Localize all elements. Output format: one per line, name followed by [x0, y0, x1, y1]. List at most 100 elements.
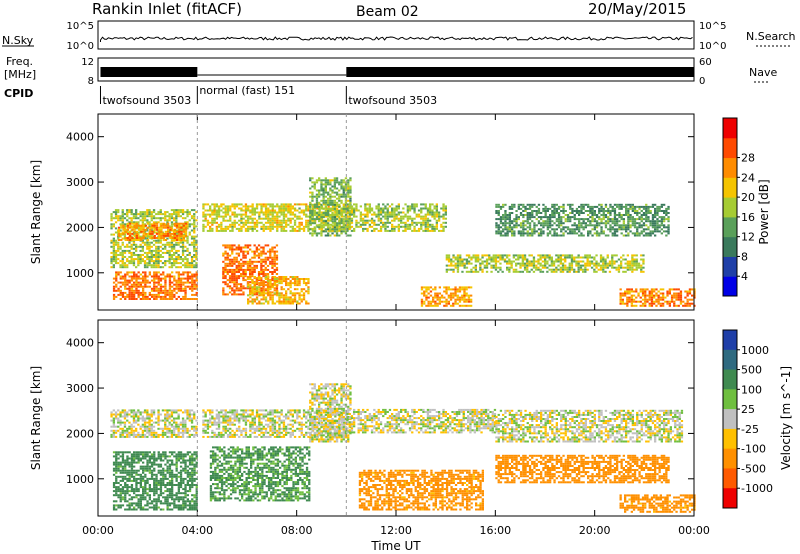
- range-cell: [117, 247, 120, 250]
- range-cell: [132, 254, 136, 256]
- range-cell: [485, 260, 489, 263]
- range-cell: [195, 291, 198, 294]
- range-cell: [309, 218, 312, 221]
- range-cell: [608, 264, 612, 267]
- range-cell: [142, 237, 145, 239]
- power-y-label: Slant Range [km]: [29, 160, 43, 264]
- range-cell: [186, 225, 189, 228]
- range-cell: [533, 210, 536, 212]
- range-cell: [609, 214, 612, 216]
- range-cell: [166, 289, 169, 292]
- range-cell: [249, 278, 252, 280]
- range-cell: [621, 294, 624, 297]
- range-cell: [497, 270, 500, 273]
- range-cell: [158, 230, 161, 233]
- range-cell: [122, 232, 125, 235]
- range-cell: [137, 221, 140, 224]
- range-cell: [324, 230, 327, 233]
- range-cell: [423, 292, 426, 295]
- range-cell: [157, 275, 160, 278]
- range-cell: [257, 271, 261, 273]
- range-cell: [144, 275, 147, 278]
- range-cell: [467, 286, 471, 289]
- range-cell: [406, 209, 409, 212]
- range-cell: [226, 271, 229, 273]
- range-cell: [249, 292, 252, 295]
- range-cell: [346, 223, 349, 226]
- range-cell: [499, 222, 503, 225]
- range-cell: [595, 216, 599, 219]
- range-cell: [474, 258, 477, 261]
- range-cell: [121, 295, 125, 298]
- range-cell: [224, 281, 227, 284]
- range-cell: [184, 298, 187, 300]
- range-cell: [176, 239, 179, 241]
- range-cell: [537, 228, 541, 231]
- range-cell: [535, 230, 538, 233]
- range-cell: [126, 213, 129, 216]
- range-cell: [521, 258, 524, 261]
- range-cell: [146, 211, 149, 214]
- range-cell: [359, 219, 362, 222]
- range-cell: [237, 252, 241, 255]
- range-cell: [588, 254, 591, 257]
- range-cell: [530, 260, 533, 263]
- range-cell: [255, 290, 259, 293]
- range-cell: [613, 262, 616, 265]
- range-cell: [318, 195, 321, 198]
- range-cell: [447, 254, 451, 257]
- range-cell: [121, 293, 125, 296]
- range-cell: [551, 216, 554, 219]
- range-cell: [226, 268, 229, 271]
- range-cell: [186, 275, 189, 278]
- range-cell: [542, 226, 545, 229]
- range-cell: [162, 232, 165, 235]
- range-cell: [494, 260, 498, 263]
- range-cell: [413, 211, 416, 214]
- range-cell: [587, 205, 590, 208]
- range-cell: [342, 179, 345, 182]
- range-cell: [350, 225, 354, 228]
- range-cell: [228, 268, 232, 271]
- range-cell: [258, 213, 261, 216]
- range-cell: [211, 219, 214, 222]
- range-cell: [331, 199, 334, 202]
- range-cell: [228, 281, 232, 284]
- range-cell: [311, 193, 314, 196]
- range-cell: [551, 203, 554, 206]
- range-cell: [173, 237, 176, 239]
- range-cell: [170, 258, 174, 261]
- range-cell: [260, 294, 263, 297]
- range-cell: [266, 256, 270, 259]
- range-cell: [110, 258, 113, 261]
- range-cell: [508, 230, 511, 233]
- range-cell: [135, 298, 138, 300]
- range-cell: [117, 226, 121, 229]
- range-cell: [645, 232, 648, 235]
- range-cell: [137, 289, 140, 292]
- range-cell: [311, 199, 314, 202]
- range-cell: [110, 241, 113, 244]
- range-cell: [184, 281, 187, 284]
- range-cell: [532, 266, 536, 269]
- range-cell: [532, 256, 536, 259]
- range-cell: [213, 217, 216, 220]
- range-cell: [593, 205, 596, 208]
- range-cell: [477, 256, 480, 259]
- range-cell: [537, 216, 541, 219]
- range-cell: [173, 247, 176, 250]
- range-cell: [285, 284, 288, 287]
- range-cell: [481, 270, 484, 273]
- range-cell: [278, 296, 281, 299]
- range-cell: [311, 177, 314, 180]
- range-cell: [666, 290, 669, 293]
- range-cell: [506, 234, 509, 237]
- range-cell: [228, 271, 232, 273]
- range-cell: [258, 302, 261, 305]
- range-cell: [176, 230, 179, 233]
- range-cell: [132, 215, 136, 218]
- range-cell: [177, 287, 180, 290]
- range-cell: [117, 209, 120, 212]
- range-cell: [631, 207, 634, 210]
- range-cell: [608, 270, 612, 273]
